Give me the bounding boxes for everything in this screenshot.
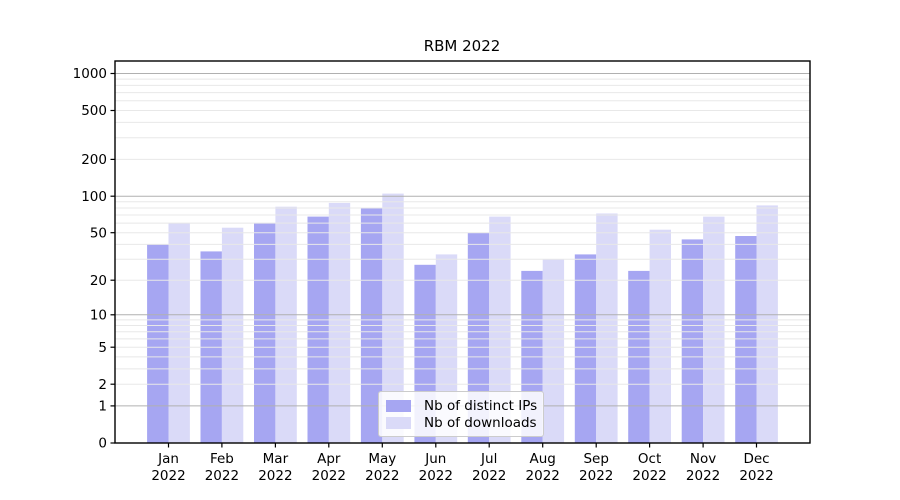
bar-dec-distinct-ips	[735, 236, 757, 443]
x-tick-label-year: 2022	[205, 468, 239, 484]
x-tick-label-month: May	[368, 451, 396, 467]
x-tick-label-month: Jan	[157, 451, 179, 467]
y-tick-label: 100	[81, 189, 107, 205]
x-tick-label-month: Mar	[263, 451, 289, 467]
bar-jan-distinct-ips	[147, 244, 169, 443]
x-tick-label-year: 2022	[472, 468, 506, 484]
x-tick-label-year: 2022	[686, 468, 720, 484]
bar-oct-downloads	[649, 229, 671, 443]
x-tick-label-year: 2022	[151, 468, 185, 484]
y-tick-label: 500	[81, 103, 107, 119]
y-tick-label: 1000	[73, 66, 107, 82]
x-tick-label-year: 2022	[632, 468, 666, 484]
axes-layer: 01251020501002005001000Jan2022Feb2022Mar…	[73, 60, 811, 484]
x-tick-label-year: 2022	[526, 468, 560, 484]
x-tick-label-month: Nov	[690, 451, 716, 467]
x-tick-label-year: 2022	[312, 468, 346, 484]
y-tick-label: 0	[98, 436, 107, 452]
x-tick-label-month: Apr	[317, 451, 341, 467]
bar-sep-downloads	[596, 213, 618, 443]
x-tick-label-month: Aug	[530, 451, 556, 467]
y-tick-label: 200	[81, 152, 107, 168]
bar-jul-downloads	[489, 216, 511, 443]
bar-nov-downloads	[703, 216, 725, 443]
x-tick-label-month: Feb	[210, 451, 234, 467]
bar-apr-distinct-ips	[307, 216, 329, 443]
x-tick-label-year: 2022	[739, 468, 773, 484]
x-tick-label-month: Dec	[743, 451, 769, 467]
legend-row: Nb of distinct IPs	[386, 398, 538, 414]
bar-nov-distinct-ips	[681, 239, 704, 443]
y-tick-label: 1	[98, 399, 107, 415]
y-tick-label: 5	[98, 340, 107, 356]
legend-label-distinct-ips: Nb of distinct IPs	[424, 398, 538, 414]
x-tick-label-month: Jun	[424, 451, 446, 467]
y-tick-label: 20	[90, 273, 107, 289]
legend-swatch-downloads	[386, 417, 411, 429]
bar-mar-distinct-ips	[254, 223, 276, 443]
x-tick-label-year: 2022	[579, 468, 613, 484]
bar-may-downloads	[382, 193, 404, 443]
x-tick-label-year: 2022	[365, 468, 399, 484]
chart-title: RBM 2022	[424, 37, 501, 55]
y-tick-label: 10	[90, 308, 107, 324]
x-tick-label-month: Jul	[480, 451, 497, 467]
plot-frame	[114, 60, 811, 444]
x-tick-label-year: 2022	[419, 468, 453, 484]
legend-swatch-distinct-ips	[386, 400, 411, 412]
y-tick-label: 2	[98, 377, 107, 393]
grid-layer	[115, 73, 810, 407]
x-tick-label-month: Oct	[638, 451, 661, 467]
bar-jul-distinct-ips	[467, 232, 490, 443]
y-tick-label: 50	[90, 225, 107, 241]
x-tick-label-year: 2022	[258, 468, 292, 484]
legend: Nb of distinct IPs Nb of downloads	[378, 391, 544, 437]
legend-row: Nb of downloads	[386, 415, 537, 431]
bar-jan-downloads	[168, 223, 190, 443]
bar-sep-distinct-ips	[574, 254, 597, 443]
x-tick-label-month: Sep	[583, 451, 608, 467]
bar-feb-downloads	[221, 227, 244, 443]
bar-mar-downloads	[275, 206, 297, 443]
bar-dec-downloads	[756, 205, 778, 443]
legend-label-downloads: Nb of downloads	[424, 415, 537, 431]
bar-apr-downloads	[328, 202, 351, 443]
bar-aug-downloads	[542, 259, 565, 443]
